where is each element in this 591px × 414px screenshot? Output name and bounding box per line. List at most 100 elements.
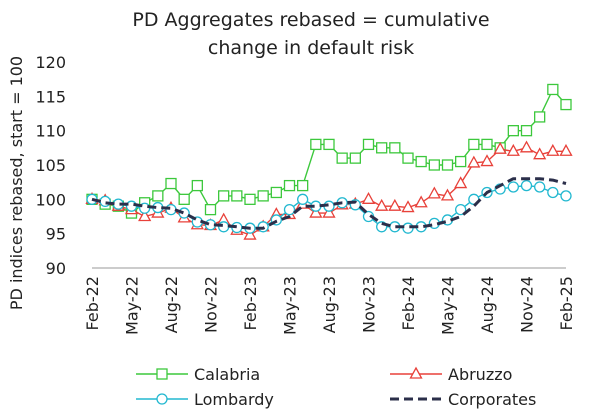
legend-item-corporates: Corporates bbox=[390, 390, 536, 409]
legend-item-abruzzo: Abruzzo bbox=[390, 365, 512, 384]
point-lombardy bbox=[165, 203, 177, 216]
legend-label-calabria: Calabria bbox=[194, 365, 260, 384]
point-calabria bbox=[428, 159, 440, 171]
point-calabria bbox=[441, 159, 454, 171]
x-tick-label: Nov-23 bbox=[360, 276, 379, 333]
point-lombardy bbox=[534, 181, 546, 193]
point-calabria bbox=[310, 138, 322, 151]
point-lombardy bbox=[218, 221, 230, 233]
point-abruzzo bbox=[454, 176, 468, 189]
point-abruzzo bbox=[388, 198, 402, 211]
point-calabria bbox=[270, 186, 282, 199]
x-tick-label: Feb-25 bbox=[557, 276, 576, 330]
legend-label-lombardy: Lombardy bbox=[194, 390, 274, 409]
y-tick-label: 110 bbox=[35, 122, 66, 141]
point-calabria bbox=[481, 138, 493, 151]
point-abruzzo bbox=[322, 205, 336, 218]
point-lombardy bbox=[520, 179, 533, 192]
y-tick-label: 105 bbox=[35, 156, 66, 175]
legend-item-lombardy: Lombardy bbox=[136, 390, 274, 409]
legend-marker-lombardy bbox=[156, 393, 168, 405]
point-calabria bbox=[520, 125, 533, 137]
x-tick-label: Nov-22 bbox=[202, 276, 221, 333]
x-tick-label: Aug-23 bbox=[320, 276, 339, 333]
legend-label-abruzzo: Abruzzo bbox=[448, 365, 512, 384]
point-calabria bbox=[402, 152, 414, 164]
point-calabria bbox=[547, 83, 559, 96]
x-tick-labels: Feb-22 May-22 Aug-22 Nov-22 Feb-23 May-23 Aug-… bbox=[83, 276, 576, 335]
point-calabria bbox=[468, 138, 480, 151]
point-calabria bbox=[204, 203, 217, 216]
point-abruzzo bbox=[361, 191, 376, 204]
x-tick-label: May-22 bbox=[123, 276, 142, 335]
point-calabria bbox=[534, 111, 546, 123]
y-tick-label: 100 bbox=[35, 190, 66, 209]
point-calabria bbox=[415, 155, 427, 168]
point-abruzzo bbox=[559, 143, 573, 156]
point-calabria bbox=[283, 179, 296, 192]
point-calabria bbox=[336, 152, 348, 164]
point-calabria bbox=[231, 190, 243, 202]
point-abruzzo bbox=[480, 154, 494, 167]
legend: Calabria Abruzzo Lombardy Corporates bbox=[136, 365, 536, 409]
point-calabria bbox=[178, 193, 190, 205]
point-abruzzo bbox=[467, 155, 481, 168]
point-calabria bbox=[152, 190, 164, 202]
point-lombardy bbox=[99, 195, 111, 208]
point-abruzzo bbox=[401, 200, 415, 213]
chart-title-line-2: change in default risk bbox=[208, 37, 414, 59]
point-calabria bbox=[257, 190, 269, 202]
point-calabria bbox=[362, 138, 375, 151]
point-abruzzo bbox=[427, 186, 441, 199]
legend-marker-calabria bbox=[156, 368, 168, 380]
point-lombardy bbox=[297, 193, 309, 205]
point-lombardy bbox=[283, 203, 296, 216]
point-lombardy bbox=[178, 207, 190, 219]
series-line-corporates bbox=[91, 177, 567, 230]
series-corporates bbox=[91, 177, 567, 230]
point-calabria bbox=[165, 177, 177, 190]
x-tick-label: Feb-23 bbox=[241, 276, 260, 330]
y-tick-label: 95 bbox=[46, 225, 66, 244]
point-abruzzo bbox=[533, 147, 547, 160]
point-abruzzo bbox=[506, 143, 520, 156]
point-calabria bbox=[376, 142, 388, 154]
y-tick-label: 115 bbox=[35, 87, 66, 106]
chart-title-line-1: PD Aggregates rebased = cumulative bbox=[132, 9, 489, 31]
point-lombardy bbox=[547, 186, 559, 199]
point-lombardy bbox=[507, 181, 519, 193]
legend-marker-abruzzo bbox=[409, 366, 423, 379]
point-abruzzo bbox=[309, 205, 323, 218]
point-abruzzo bbox=[138, 209, 152, 222]
point-calabria bbox=[507, 125, 519, 137]
point-abruzzo bbox=[519, 140, 534, 153]
point-calabria bbox=[297, 179, 309, 192]
point-calabria bbox=[218, 190, 230, 202]
point-abruzzo bbox=[493, 141, 507, 154]
point-abruzzo bbox=[375, 198, 389, 211]
y-tick-label: 90 bbox=[46, 259, 66, 278]
point-abruzzo bbox=[414, 195, 428, 208]
point-calabria bbox=[191, 179, 203, 192]
x-tick-label: Aug-22 bbox=[162, 276, 181, 333]
x-tick-label: May-23 bbox=[281, 276, 300, 335]
x-tick-label: Feb-24 bbox=[399, 276, 418, 330]
y-tick-labels: 90 95 100 105 110 115 120 bbox=[35, 53, 66, 278]
x-tick-label: May-24 bbox=[439, 276, 458, 335]
point-abruzzo bbox=[243, 227, 257, 240]
y-tick-label: 120 bbox=[35, 53, 66, 72]
point-calabria bbox=[323, 138, 335, 151]
x-tick-label: Aug-24 bbox=[478, 276, 497, 333]
point-calabria bbox=[560, 98, 572, 111]
point-lombardy bbox=[560, 190, 572, 202]
point-calabria bbox=[389, 142, 401, 154]
point-abruzzo bbox=[440, 188, 455, 201]
legend-item-calabria: Calabria bbox=[136, 365, 260, 384]
point-calabria bbox=[244, 193, 256, 205]
y-axis-label: PD indices rebased, start = 100 bbox=[7, 56, 26, 310]
x-tick-label: Nov-24 bbox=[518, 276, 537, 333]
series-group bbox=[85, 83, 573, 240]
series-lombardy bbox=[86, 179, 572, 234]
point-lombardy bbox=[455, 203, 467, 216]
